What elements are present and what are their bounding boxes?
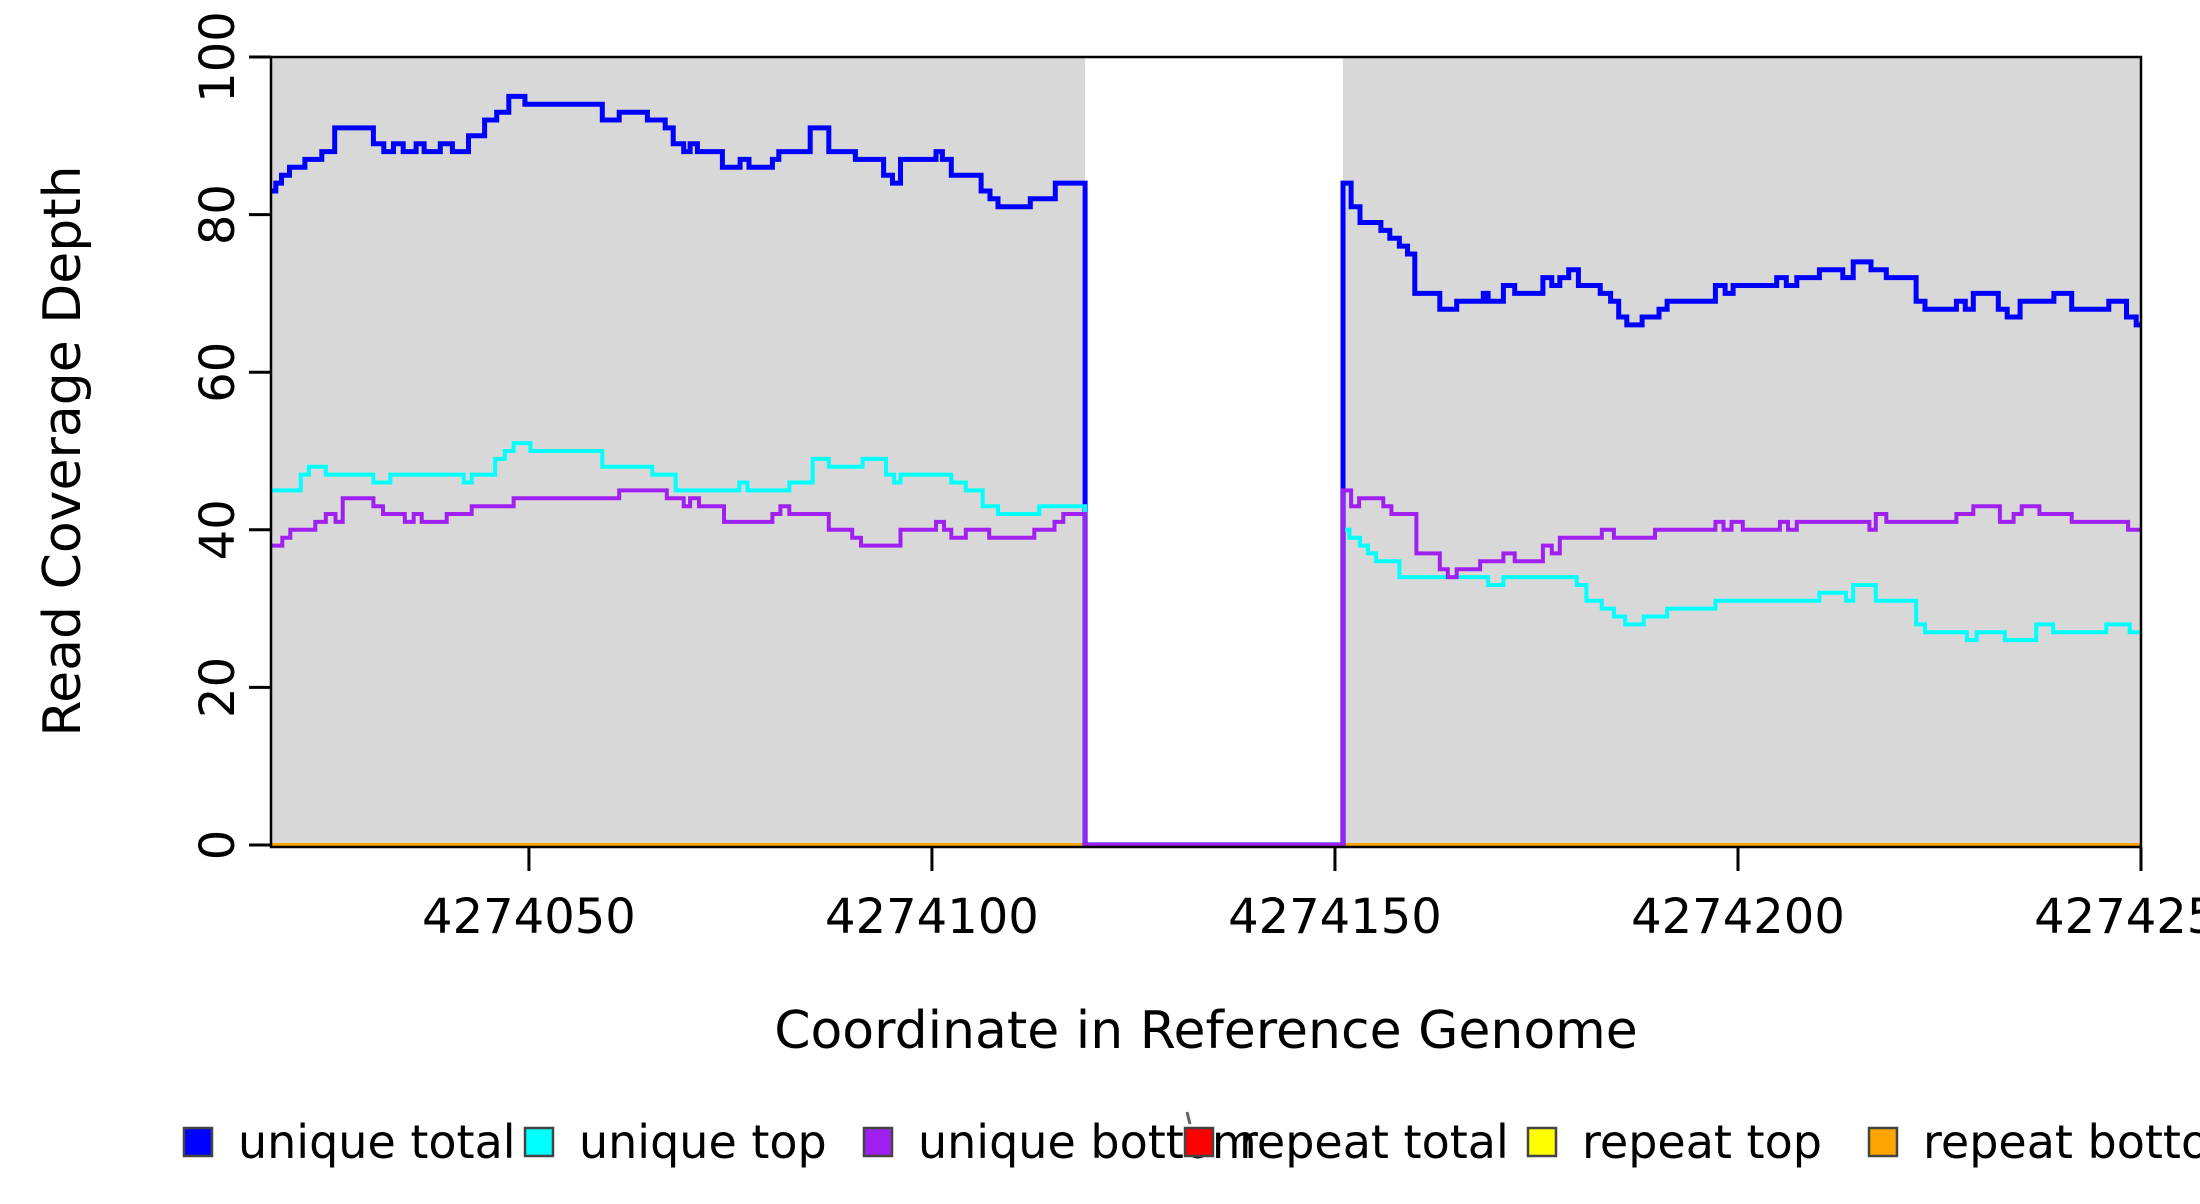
plot-box xyxy=(269,55,2143,849)
x-tick-label: 4274100 xyxy=(825,889,1039,945)
y-tick-label: 100 xyxy=(190,11,246,103)
y-tick-label: 0 xyxy=(190,830,246,861)
right-covered-region xyxy=(1343,57,2141,847)
legend-swatch-repeat-total xyxy=(1183,1126,1215,1158)
legend-label-unique-total: unique total xyxy=(238,1115,516,1169)
x-tick-label: 4274250 xyxy=(2034,889,2200,945)
legend-swatch-unique-bottom xyxy=(862,1126,894,1158)
series-layer xyxy=(271,93,2141,848)
legend-swatch-unique-top xyxy=(523,1126,555,1158)
series-line-unique-total xyxy=(271,93,2141,848)
x-axis-title: Coordinate in Reference Genome xyxy=(774,1001,1638,1061)
stray-mark-artifact xyxy=(1185,1111,1192,1125)
y-axis-title: Read Coverage Depth xyxy=(33,165,93,736)
series-line-unique-bottom xyxy=(271,488,2141,847)
x-tick-label: 4274050 xyxy=(422,889,636,945)
left-covered-region xyxy=(271,57,1086,847)
legend-swatch-repeat-top xyxy=(1526,1126,1558,1158)
y-tick-label: 40 xyxy=(190,499,246,560)
x-tick-label: 4274150 xyxy=(1228,889,1442,945)
y-tick-label: 60 xyxy=(190,342,246,403)
y-tick-label: 80 xyxy=(190,184,246,245)
x-tick-label: 4274200 xyxy=(1631,889,1845,945)
legend-label-repeat-total: repeat total xyxy=(1239,1115,1509,1169)
y-tick-label: 20 xyxy=(190,657,246,718)
legend-swatch-repeat-bottom xyxy=(1867,1126,1899,1158)
legend-label-repeat-top: repeat top xyxy=(1582,1115,1822,1169)
legend-swatch-unique-total xyxy=(182,1126,214,1158)
legend-label-unique-top: unique top xyxy=(579,1115,827,1169)
legend-label-repeat-bottom: repeat bottom xyxy=(1923,1115,2200,1169)
